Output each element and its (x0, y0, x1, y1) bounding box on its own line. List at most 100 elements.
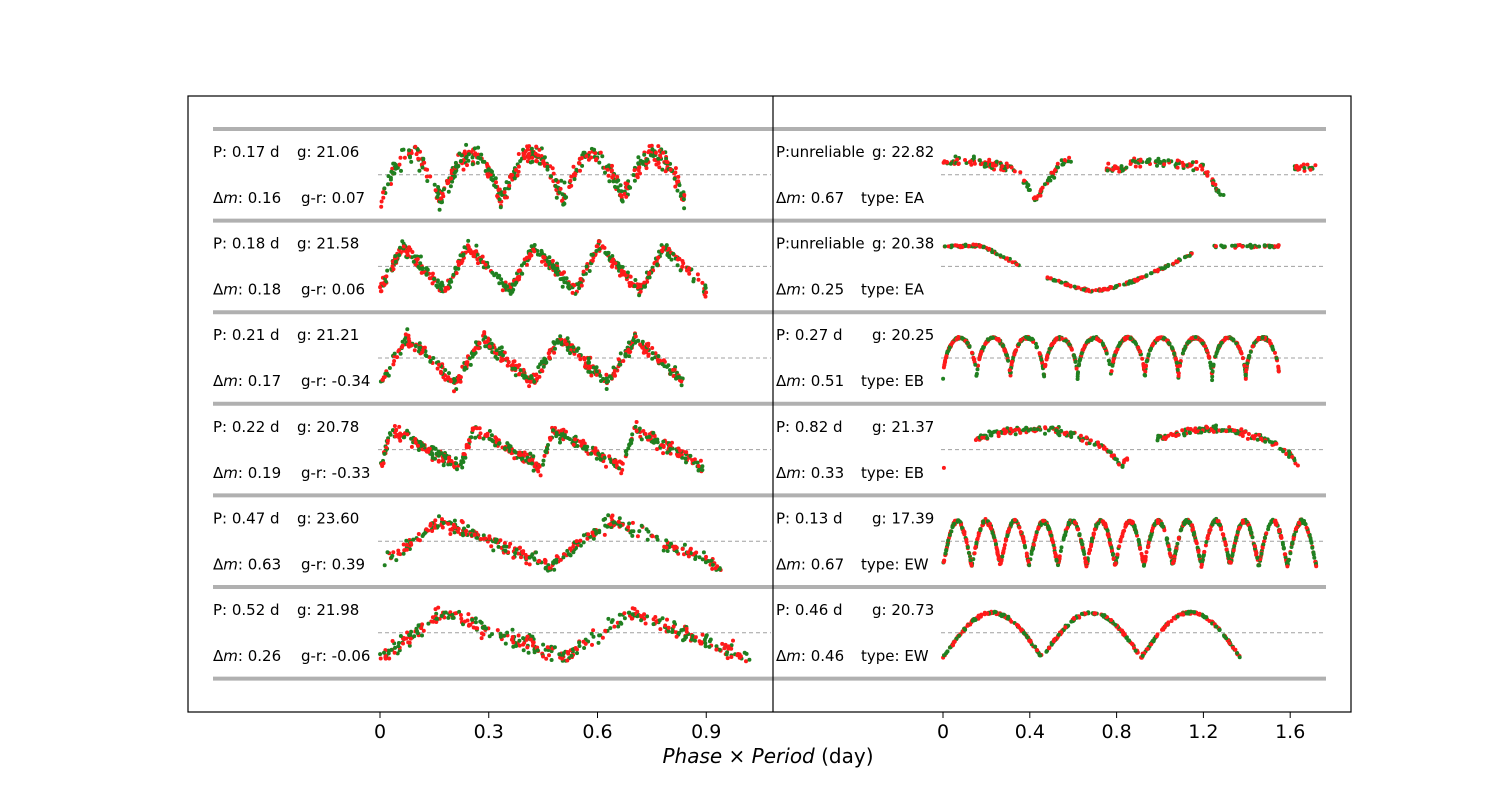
r-band-point (543, 262, 548, 267)
g-band-point (554, 430, 559, 435)
g-band-point (636, 155, 641, 160)
g-band-point (566, 552, 571, 557)
g-band-point (571, 550, 576, 555)
r-band-point (1098, 288, 1103, 293)
g-band-point (1193, 335, 1198, 339)
g-band-point (497, 281, 502, 286)
r-band-point (443, 288, 448, 293)
r-band-point (991, 162, 995, 166)
r-band-point (459, 261, 464, 265)
g-band-point (418, 261, 423, 266)
r-band-point (629, 616, 634, 621)
g-band-point (401, 551, 406, 556)
r-band-point (646, 343, 651, 348)
amplitude-label: Δm: 0.33 (776, 464, 844, 482)
g-band-point (1281, 449, 1286, 454)
g-band-point (1086, 339, 1090, 344)
g-band-point (1013, 432, 1018, 437)
r-band-point (1242, 363, 1247, 368)
g-band-point (554, 434, 559, 439)
g-band-point (561, 555, 566, 560)
r-band-point (953, 243, 958, 248)
r-band-point (1031, 196, 1036, 201)
g-band-point (616, 624, 621, 629)
r-band-point (400, 343, 405, 348)
g-band-point (537, 161, 542, 166)
g-band-point (544, 360, 549, 365)
r-band-point (1003, 349, 1008, 354)
g-band-point (578, 543, 583, 548)
g-band-point (560, 284, 565, 289)
g-band-point (606, 616, 611, 621)
g-band-point (981, 244, 986, 249)
g-band-point (519, 271, 524, 276)
r-band-point (477, 341, 482, 346)
r-band-point (508, 541, 513, 546)
r-band-point (956, 335, 961, 339)
r-band-point (527, 151, 532, 156)
g-band-point (1209, 363, 1213, 368)
r-band-point (430, 271, 435, 276)
g-band-point (1059, 280, 1064, 285)
r-band-point (611, 257, 616, 262)
r-band-point (674, 634, 679, 639)
r-band-point (980, 435, 985, 440)
r-band-point (453, 525, 457, 530)
g-band-point (1006, 358, 1011, 363)
g-band-point (683, 634, 688, 639)
r-band-point (530, 155, 535, 160)
g-band-point (667, 255, 672, 259)
r-band-point (647, 144, 652, 149)
r-band-point (378, 285, 383, 290)
g-band-point (382, 451, 387, 456)
r-band-point (511, 555, 516, 560)
g-band-point (596, 640, 601, 645)
g-band-point (670, 630, 675, 634)
g-band-point (555, 339, 560, 344)
g-band-point (1210, 378, 1215, 383)
r-band-point (603, 628, 608, 633)
g-mag-label: g: 21.37 (872, 418, 934, 436)
g-band-point (1032, 427, 1037, 431)
r-band-point (1009, 165, 1014, 170)
g-band-point (546, 443, 550, 447)
r-band-point (609, 168, 614, 173)
g-band-point (512, 449, 517, 454)
g-band-point (577, 644, 582, 648)
r-band-point (968, 159, 973, 164)
g-mag-label: g: 23.60 (297, 509, 359, 527)
r-band-point (1175, 259, 1180, 264)
r-band-point (527, 562, 532, 567)
r-band-point (427, 355, 432, 360)
g-band-point (594, 249, 599, 253)
g-band-point (707, 644, 712, 649)
r-band-point (673, 166, 678, 171)
r-band-point (512, 359, 517, 364)
r-band-point (604, 464, 608, 469)
r-band-point (516, 551, 521, 556)
g-band-point (552, 341, 557, 346)
g-band-point (393, 254, 398, 258)
r-band-point (569, 174, 574, 179)
g-band-point (639, 437, 644, 442)
g-band-point (577, 286, 582, 291)
r-band-point (665, 617, 669, 622)
r-band-point (571, 442, 576, 447)
r-band-point (1069, 347, 1074, 352)
r-band-point (720, 641, 725, 646)
g-band-point (618, 523, 623, 528)
r-band-point (1173, 356, 1178, 361)
r-band-point (610, 263, 615, 268)
g-band-point (1274, 356, 1279, 361)
g-band-point (1059, 428, 1064, 433)
r-band-point (655, 358, 660, 363)
g-band-point (1169, 345, 1174, 350)
g-band-point (442, 187, 446, 192)
r-band-point (518, 545, 522, 550)
color-or-type-label: g-r: -0.33 (301, 464, 370, 482)
r-band-point (1205, 425, 1210, 430)
g-band-point (607, 374, 612, 379)
g-band-point (503, 283, 508, 288)
g-band-point (489, 177, 494, 182)
